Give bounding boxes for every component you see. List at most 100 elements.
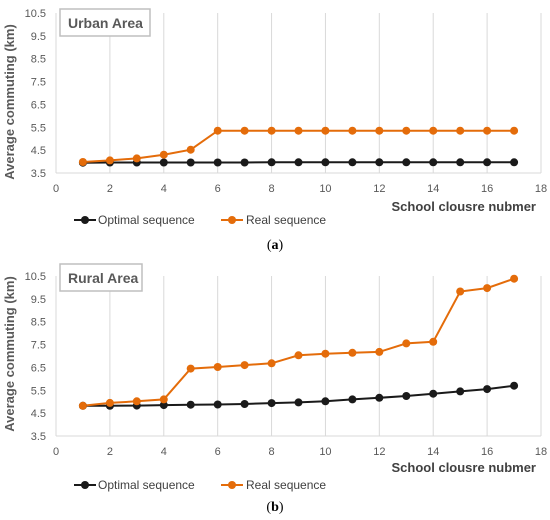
x-tick-label: 4 — [161, 446, 167, 458]
data-point-real — [294, 126, 303, 135]
y-tick-label: 8.5 — [31, 317, 46, 329]
data-point-optimal — [375, 158, 384, 167]
x-tick-label: 2 — [107, 183, 113, 195]
chart-panel-urban: 3.5 4.5 5.5 6.5 7.5 8.5 9.5 10.5 0 2 4 6 8 10 12 14 16 1… — [2, 8, 547, 253]
y-tick-label: 3.5 — [31, 168, 46, 180]
x-tick-label: 4 — [161, 183, 167, 195]
data-point-real — [186, 364, 195, 373]
series-lines — [82, 129, 515, 164]
x-tick-label: 0 — [53, 446, 59, 458]
x-tick-label: 8 — [268, 183, 274, 195]
y-tick-label: 10.5 — [25, 271, 46, 283]
data-point-optimal — [456, 158, 465, 167]
data-point-real — [321, 126, 330, 135]
data-point-real — [294, 351, 303, 360]
data-point-optimal — [213, 400, 222, 409]
data-point-real — [483, 126, 492, 135]
x-tick-label: 10 — [319, 183, 331, 195]
x-tick-label: 6 — [215, 446, 221, 458]
data-point-optimal — [294, 158, 303, 167]
y-tick-labels: 3.5 4.5 5.5 6.5 7.5 8.5 9.5 10.5 — [25, 8, 46, 180]
data-point-real — [402, 126, 411, 135]
y-tick-labels: 3.5 4.5 5.5 6.5 7.5 8.5 9.5 10.5 — [25, 271, 46, 443]
data-point-optimal — [483, 385, 492, 394]
x-axis-label: School clousre nubmer — [392, 199, 536, 214]
data-point-real — [429, 126, 438, 135]
chart-panel-rural: 3.5 4.5 5.5 6.5 7.5 8.5 9.5 10.5 0 2 4 6 8 10 12 14 16 1… — [2, 263, 547, 515]
data-point-real — [132, 154, 141, 163]
data-point-optimal — [429, 389, 438, 398]
x-tick-label: 18 — [535, 183, 547, 195]
x-tick-label: 0 — [53, 183, 59, 195]
data-point-optimal — [402, 158, 411, 167]
data-point-real — [510, 126, 519, 135]
chart-title-box — [59, 263, 143, 292]
data-point-optimal — [159, 401, 168, 410]
chart-title: Urban Area — [68, 15, 143, 31]
series-points — [78, 126, 519, 167]
y-tick-label: 7.5 — [31, 77, 46, 89]
data-point-real — [429, 337, 438, 346]
legend: Optimal sequence Real sequence — [74, 213, 326, 227]
y-tick-label: 3.5 — [31, 431, 46, 443]
series-lines — [82, 277, 515, 407]
data-point-real — [240, 126, 249, 135]
data-point-real — [78, 401, 87, 410]
data-point-optimal — [321, 158, 330, 167]
legend-marker-optimal — [81, 481, 89, 489]
data-point-optimal — [510, 158, 519, 167]
legend: Optimal sequence Real sequence — [74, 478, 326, 492]
data-point-optimal — [240, 400, 249, 408]
y-tick-label: 7.5 — [31, 340, 46, 352]
data-point-optimal — [348, 395, 357, 404]
x-tick-label: 12 — [373, 183, 385, 195]
x-tick-labels: 0 2 4 6 8 10 12 14 16 18 — [53, 183, 547, 195]
panel-caption: (a) — [267, 238, 284, 253]
data-point-optimal — [267, 158, 276, 167]
data-point-real — [105, 398, 114, 407]
x-tick-label: 18 — [535, 446, 547, 458]
data-point-real — [456, 126, 465, 135]
y-tick-label: 6.5 — [31, 362, 46, 374]
data-point-real — [483, 284, 492, 293]
x-tick-label: 16 — [481, 183, 493, 195]
data-point-real — [375, 347, 384, 356]
data-point-optimal — [213, 158, 222, 167]
chart-title-box — [59, 8, 151, 37]
x-tick-label: 14 — [427, 446, 439, 458]
y-axis-label: Average commuting (km) — [2, 24, 17, 180]
gridlines — [55, 13, 542, 174]
panel-caption: (b) — [266, 500, 283, 515]
legend-marker-real — [228, 216, 236, 224]
legend-label-optimal: Optimal sequence — [98, 213, 195, 227]
y-tick-label: 4.5 — [31, 145, 46, 157]
y-tick-label: 5.5 — [31, 385, 46, 397]
y-tick-label: 10.5 — [25, 8, 46, 20]
series-line-real — [82, 129, 515, 163]
data-point-optimal — [456, 387, 465, 396]
y-tick-label: 9.5 — [31, 31, 46, 43]
chart-title: Rural Area — [68, 270, 139, 286]
data-point-real — [240, 361, 249, 370]
data-point-real — [375, 126, 384, 135]
data-point-optimal — [321, 397, 330, 406]
data-point-optimal — [267, 399, 276, 408]
data-point-real — [321, 349, 330, 358]
data-point-optimal — [429, 158, 438, 167]
x-tick-label: 2 — [107, 446, 113, 458]
data-point-real — [267, 126, 276, 135]
data-point-optimal — [186, 158, 195, 167]
y-tick-label: 9.5 — [31, 294, 46, 306]
legend-label-real: Real sequence — [246, 478, 326, 492]
data-point-optimal — [294, 398, 303, 407]
y-tick-label: 8.5 — [31, 54, 46, 66]
data-point-real — [159, 395, 168, 404]
data-point-optimal — [348, 158, 357, 167]
y-axis-label: Average commuting (km) — [2, 276, 17, 432]
data-point-real — [213, 363, 222, 371]
data-point-real — [267, 359, 276, 368]
data-point-real — [348, 126, 357, 135]
data-point-optimal — [483, 158, 492, 167]
x-tick-label: 16 — [481, 446, 493, 458]
